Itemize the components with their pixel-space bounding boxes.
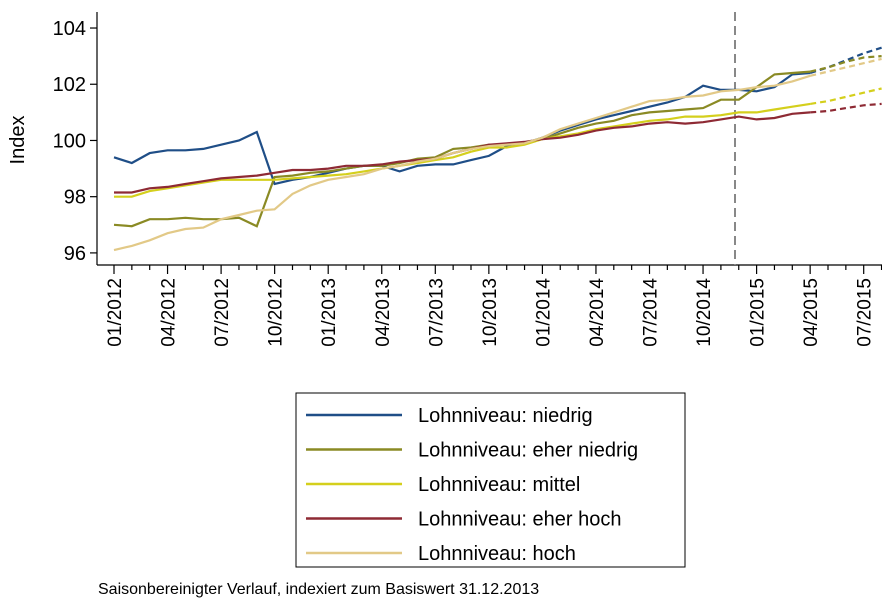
- legend-label: Lohnniveau: hoch: [418, 543, 576, 565]
- note: Saisonbereinigter Verlauf, indexiert zum…: [98, 581, 539, 598]
- series-line: [113, 74, 811, 252]
- series-line: [113, 71, 811, 186]
- x-tick-label: 10/2014: [694, 278, 715, 347]
- y-tick-label: 96: [64, 243, 86, 265]
- series-line: [114, 102, 811, 198]
- legend-label: Lohnniveau: mittel: [418, 474, 580, 496]
- x-tick-label: 07/2014: [641, 278, 662, 347]
- x-tick-label: 04/2013: [373, 278, 394, 347]
- y-tick-label: 104: [53, 18, 86, 40]
- series-line: [809, 55, 882, 73]
- y-axis-label: Index: [7, 116, 29, 165]
- legend-label: Lohnniveau: eher niedrig: [418, 440, 638, 462]
- x-tick-label: 01/2013: [319, 278, 340, 347]
- x-tick-label: 04/2012: [159, 278, 180, 347]
- x-tick-label: 04/2014: [587, 278, 608, 347]
- y-tick-label: 102: [53, 74, 86, 96]
- legend-label: Lohnniveau: niedrig: [418, 405, 593, 427]
- x-tick-label: 10/2012: [266, 278, 287, 347]
- y-tick-label: 100: [53, 130, 86, 152]
- series-line: [113, 70, 811, 228]
- legend-label: Lohnniveau: eher hoch: [418, 509, 622, 531]
- x-tick-label: 10/2013: [480, 278, 501, 347]
- x-tick-label: 01/2012: [105, 278, 126, 347]
- x-tick-label: 07/2013: [426, 278, 447, 347]
- x-tick-label: 04/2015: [801, 278, 822, 347]
- legend-box: [295, 392, 686, 568]
- x-tick-label: 07/2012: [212, 278, 233, 347]
- y-tick-label: 98: [64, 187, 86, 209]
- x-tick-label: 01/2015: [748, 278, 769, 347]
- series-line: [809, 57, 882, 77]
- x-tick-label: 07/2015: [855, 278, 876, 347]
- x-tick-label: 01/2014: [533, 278, 554, 347]
- series-line: [810, 102, 882, 114]
- series-line: [810, 87, 882, 105]
